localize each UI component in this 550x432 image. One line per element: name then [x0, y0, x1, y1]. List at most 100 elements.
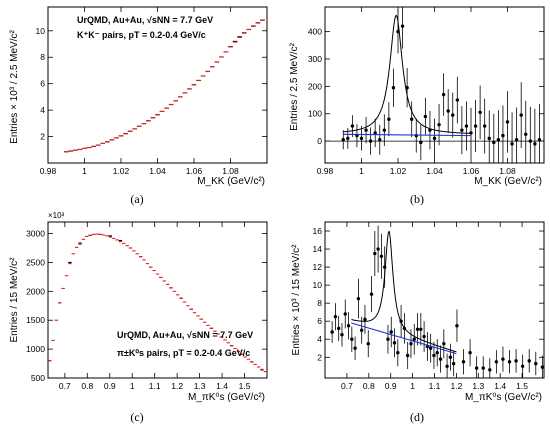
y-tick-label-b-1: 100 [308, 109, 322, 119]
b-point-26 [460, 128, 464, 132]
x-tick-label-c-2: 0.9 [104, 381, 116, 391]
d-point-0 [330, 330, 334, 334]
d-point-8 [356, 296, 361, 301]
xlabel-b: M_KK (GeV/c²) [474, 176, 542, 187]
b-point-36 [505, 120, 510, 124]
b-point-9 [382, 128, 387, 132]
b-point-21 [437, 122, 441, 127]
y-tick-label-d-7: 16 [313, 226, 323, 236]
d-point-44 [494, 360, 499, 364]
d-point-1 [333, 314, 338, 319]
d-point-39 [461, 360, 466, 364]
caption-b: (b) [410, 192, 424, 206]
b-point-0 [341, 138, 345, 142]
b-point-18 [423, 114, 428, 119]
x-tick-label-c-6: 1.3 [194, 381, 206, 391]
x-tick-label-c-5: 1.2 [171, 381, 183, 391]
x-tick-label-b-2: 1.02 [390, 166, 407, 176]
b-point-29 [473, 124, 478, 128]
x-tick-label-d-6: 1.3 [472, 381, 484, 391]
b-point-23 [446, 109, 450, 113]
y-tick-label-b-4: 400 [308, 27, 322, 37]
annotation-c-2: π±K⁰s pairs, pT = 0.2-0.4 GeV/c [117, 348, 250, 358]
x-tick-label-d-7: 1.4 [494, 381, 506, 391]
b-point-25 [455, 98, 460, 102]
b-point-11 [391, 86, 396, 90]
xlabel-d: M_πK⁰s (GeV/c²) [465, 392, 542, 403]
d-point-13 [373, 251, 377, 256]
c-marks [48, 233, 267, 373]
x-tick-label-d-8: 1.5 [516, 381, 528, 391]
b-point-5 [364, 128, 368, 132]
y-tick-label-a-1: 4 [40, 105, 45, 115]
caption-c: (c) [130, 410, 143, 424]
d-background-line [351, 322, 457, 355]
d-point-4 [343, 312, 347, 316]
y-tick-label-b-2: 200 [308, 81, 322, 91]
y-tick-label-d-0: 2 [317, 352, 322, 362]
d-point-50 [534, 361, 538, 366]
b-point-39 [519, 113, 523, 117]
x-tick-label-d-2: 0.9 [385, 381, 397, 391]
c-ticks: 0.7 0.8 0.9 1 1.1 1.2 1.3 1.4 1.5 500 1000 1500 2000… [26, 222, 267, 391]
x-tick-label-c-3: 1 [130, 381, 135, 391]
annotation-a-1: UrQMD, Au+Au, √sNN = 7.7 GeV [77, 15, 213, 25]
d-point-28 [422, 334, 426, 339]
d-point-31 [432, 353, 436, 358]
y-tick-label-a-2: 6 [40, 79, 45, 89]
b-point-2 [350, 124, 355, 128]
b-point-24 [451, 113, 455, 117]
b-point-17 [419, 140, 423, 145]
x-tick-label-d-4: 1.1 [429, 381, 441, 391]
b-point-4 [359, 136, 364, 141]
d-point-51 [540, 365, 545, 369]
b-point-20 [432, 136, 437, 141]
d-point-37 [451, 361, 456, 366]
b-marks [325, 7, 544, 163]
x-tick-label-b-4: 1.06 [463, 166, 480, 176]
b-point-37 [510, 142, 514, 146]
b-fit-curve [343, 14, 472, 134]
b-point-27 [464, 124, 469, 128]
y-tick-label-d-4: 10 [313, 280, 323, 290]
y-tick-label-c-4: 2500 [26, 257, 45, 267]
d-point-47 [514, 359, 518, 363]
x-tick-label-c-4: 1.1 [149, 381, 161, 391]
b-point-40 [524, 132, 528, 136]
d-point-38 [455, 323, 459, 328]
panel-a: 0.98 1 1.02 1.04 1.06 1.08 2 4 6 8 10 UrQMD, Au+Au… [9, 6, 268, 206]
ylabel-c: Entries / 15 MeV/c² [9, 257, 20, 343]
x-tick-label-d-1: 0.8 [363, 381, 375, 391]
x-tick-label-a-2: 1.02 [113, 166, 130, 176]
d-point-20 [396, 351, 400, 355]
d-point-7 [353, 346, 357, 350]
d-point-34 [442, 342, 446, 346]
y-tick-label-b-3: 300 [308, 54, 322, 64]
b-point-15 [409, 117, 414, 121]
y-tick-label-d-3: 8 [317, 298, 322, 308]
d-point-10 [363, 317, 367, 322]
annotation-a-2: K⁺K⁻ pairs, pT = 0.2-0.4 GeV/c [77, 30, 206, 40]
x-tick-label-a-0: 0.98 [40, 166, 57, 176]
x-tick-label-d-0: 0.7 [341, 381, 353, 391]
x-tick-label-b-0: 0.98 [317, 166, 334, 176]
d-point-18 [389, 330, 393, 334]
b-point-43 [537, 138, 542, 142]
d-point-9 [359, 328, 364, 332]
a-ticks: 0.98 1 1.02 1.04 1.06 1.08 2 4 6 8 10 [36, 7, 267, 176]
d-point-27 [419, 327, 423, 332]
ylabel-d: Entries × 10³ / 15 MeV/c² [291, 244, 302, 356]
b-point-31 [482, 124, 487, 128]
b-point-16 [414, 133, 418, 138]
caption-a: (a) [130, 192, 143, 206]
d-point-2 [336, 326, 341, 331]
b-ticks: 0.98 1 1.02 1.04 1.06 1.08 0 100 200 300 400 [308, 7, 544, 176]
annotation-c-1: UrQMD, Au+Au, √sNN = 7.7 GeV [117, 330, 253, 340]
d-point-41 [474, 366, 479, 370]
y-tick-label-a-3: 8 [40, 52, 45, 62]
d-point-19 [392, 341, 397, 345]
d-marks [330, 225, 545, 378]
ylabel-a: Entries × 10³ / 2.5 MeV/c² [9, 30, 20, 144]
x-tick-label-a-5: 1.08 [222, 166, 239, 176]
